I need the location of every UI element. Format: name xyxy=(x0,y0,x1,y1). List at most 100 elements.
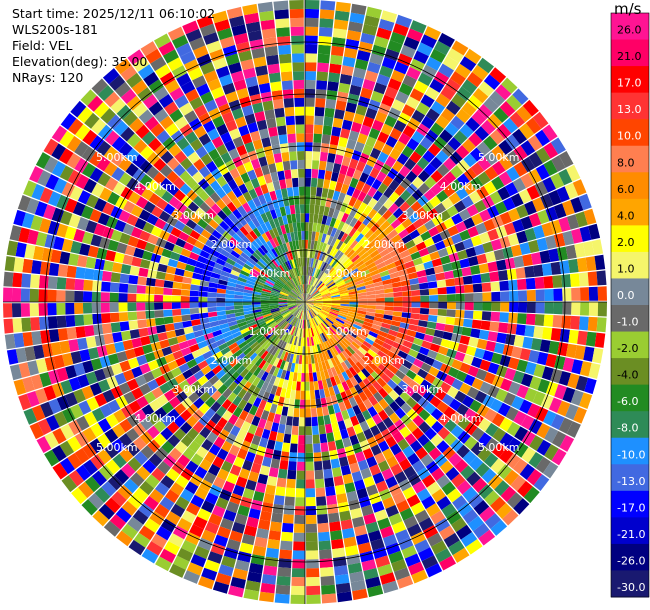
range-gate xyxy=(68,377,82,392)
range-gate xyxy=(30,215,43,231)
range-gate xyxy=(451,40,469,56)
range-gate xyxy=(81,146,96,162)
range-gate xyxy=(261,164,270,176)
range-gate xyxy=(139,431,154,445)
range-gate xyxy=(280,291,289,296)
range-gate xyxy=(332,28,347,39)
range-gate xyxy=(281,274,289,283)
range-gate xyxy=(320,370,326,381)
range-gate xyxy=(434,202,447,215)
range-gate xyxy=(150,226,163,237)
range-gate xyxy=(51,161,66,177)
range-gate xyxy=(37,170,52,187)
range-gate xyxy=(498,322,509,334)
range-gate xyxy=(168,196,181,208)
range-gate xyxy=(29,166,44,183)
range-gate xyxy=(47,316,58,329)
range-gate xyxy=(35,358,48,374)
range-gate xyxy=(197,360,209,370)
range-gate xyxy=(318,271,325,280)
range-gate xyxy=(142,250,153,261)
range-gate xyxy=(353,373,363,384)
range-gate xyxy=(186,427,199,441)
range-gate xyxy=(293,317,298,327)
range-gate xyxy=(260,304,270,307)
range-gate xyxy=(322,406,329,416)
range-gate xyxy=(305,195,311,205)
range-gate xyxy=(370,371,381,381)
range-gate xyxy=(455,309,465,318)
range-gate xyxy=(158,210,171,223)
range-gate xyxy=(412,415,425,427)
range-gate xyxy=(275,328,283,337)
range-gate xyxy=(273,495,285,506)
range-gate xyxy=(499,417,513,432)
range-gate xyxy=(77,190,91,205)
range-gate xyxy=(251,268,261,276)
range-gate xyxy=(429,78,445,93)
range-gate xyxy=(33,245,45,261)
range-gate xyxy=(358,302,368,305)
range-gate xyxy=(296,222,301,232)
range-gate xyxy=(320,288,329,294)
range-gate xyxy=(370,90,384,103)
range-gate xyxy=(203,140,216,153)
range-gate xyxy=(535,406,549,422)
range-gate xyxy=(261,137,272,148)
range-gate xyxy=(388,191,400,203)
range-gate xyxy=(397,112,411,125)
range-gate xyxy=(119,360,131,372)
range-gate xyxy=(261,290,271,295)
range-gate xyxy=(40,401,54,418)
range-gate xyxy=(150,341,162,352)
range-gate xyxy=(251,47,265,59)
range-gate xyxy=(404,385,416,397)
range-gate xyxy=(565,244,577,260)
range-gate xyxy=(275,116,286,127)
range-gate xyxy=(140,145,154,160)
range-gate xyxy=(313,354,318,364)
range-gate xyxy=(536,237,548,252)
range-gate xyxy=(558,151,574,168)
range-gate xyxy=(379,326,390,334)
range-gate xyxy=(177,454,191,468)
range-gate xyxy=(260,299,270,302)
range-gate xyxy=(282,311,291,318)
range-gate xyxy=(424,86,440,101)
range-gate xyxy=(244,283,255,289)
range-gate xyxy=(243,402,253,413)
range-gate xyxy=(454,459,469,473)
range-gate xyxy=(244,12,260,24)
range-gate xyxy=(184,59,200,73)
range-gate xyxy=(160,518,177,533)
range-gate xyxy=(3,287,13,302)
range-gate xyxy=(242,459,253,471)
range-gate xyxy=(318,531,331,542)
range-gate xyxy=(300,222,305,231)
range-gate xyxy=(296,276,301,286)
range-gate xyxy=(148,79,164,94)
range-gate xyxy=(394,61,409,75)
range-gate xyxy=(542,461,559,479)
range-gate xyxy=(160,475,175,489)
range-gate xyxy=(269,298,279,301)
range-gate xyxy=(82,291,93,302)
range-gate xyxy=(266,439,276,450)
range-gate xyxy=(323,224,330,235)
range-gate xyxy=(144,116,159,131)
colorbar-swatch xyxy=(611,225,649,253)
range-gate xyxy=(261,309,271,314)
range-gate xyxy=(228,381,238,392)
range-gate xyxy=(260,410,270,421)
range-gate xyxy=(172,350,184,360)
range-gate xyxy=(285,313,293,321)
range-gate xyxy=(430,183,443,196)
range-gate xyxy=(341,119,353,131)
colorbar-tick-label: -4.0 xyxy=(617,369,638,382)
range-gate xyxy=(329,287,339,293)
range-gate xyxy=(296,381,301,391)
range-gate xyxy=(212,581,230,594)
range-gate xyxy=(349,299,359,302)
range-gate xyxy=(163,316,174,325)
range-gate xyxy=(265,154,275,165)
